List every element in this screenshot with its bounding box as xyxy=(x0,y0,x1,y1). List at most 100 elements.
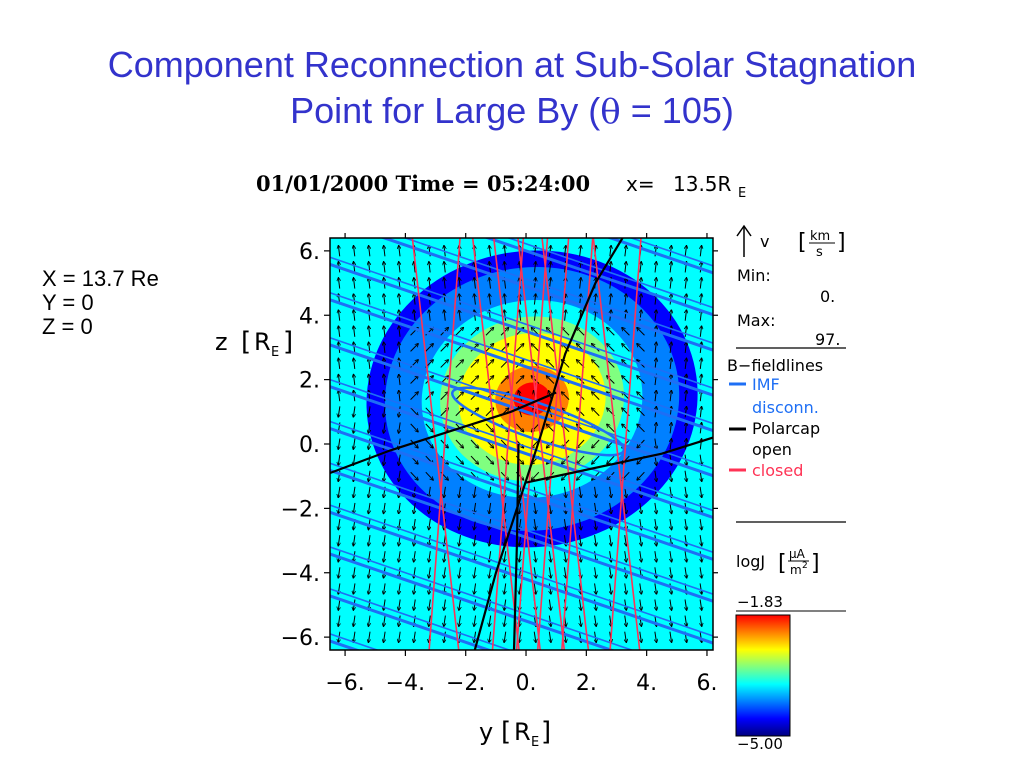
velocity-vector xyxy=(399,294,400,305)
velocity-vector xyxy=(489,278,490,289)
fieldline-legend-title: B−fieldlines xyxy=(727,356,823,375)
velocity-unit-numerator: km xyxy=(810,229,830,244)
velocity-vector xyxy=(368,438,370,450)
velocity-vector xyxy=(700,518,702,530)
velocity-vector xyxy=(425,471,433,480)
velocity-vector xyxy=(455,439,463,448)
velocity-vector xyxy=(685,567,687,578)
velocity-vector xyxy=(519,502,521,514)
velocity-vector xyxy=(670,262,671,273)
velocity-min-value: 0. xyxy=(820,287,835,306)
velocity-vector xyxy=(607,424,615,433)
velocity-vector xyxy=(338,310,339,321)
velocity-vector xyxy=(685,518,687,530)
velocity-unit-bracket-close: ] xyxy=(837,230,846,255)
velocity-vector xyxy=(353,551,355,562)
velocity-vector xyxy=(700,454,702,466)
velocity-vector xyxy=(369,278,370,289)
velocity-vector xyxy=(515,376,524,384)
x-tick-label: 4. xyxy=(636,671,657,696)
velocity-vector xyxy=(592,327,600,336)
velocity-vector xyxy=(655,422,656,434)
closed-fieldline xyxy=(411,238,460,650)
velocity-vector xyxy=(383,599,385,610)
velocity-vector xyxy=(655,278,656,289)
velocity-vector xyxy=(579,502,581,514)
velocity-vector xyxy=(685,310,686,321)
velocity-vector xyxy=(338,438,340,450)
velocity-vector xyxy=(338,599,340,610)
velocity-vector xyxy=(685,326,686,337)
y-axis-bracket-open: [ xyxy=(241,327,251,357)
velocity-legend: v [ km s ] Min: 0. Max: 97. xyxy=(736,224,846,349)
velocity-vector xyxy=(399,374,400,386)
velocity-vector xyxy=(399,422,401,433)
velocity-vector xyxy=(383,422,385,433)
polarcap-legend-sublabel: open xyxy=(752,440,792,459)
velocity-vector xyxy=(579,486,581,498)
velocity-vector xyxy=(531,376,540,384)
velocity-vector xyxy=(595,567,597,578)
velocity-vector xyxy=(410,439,418,448)
velocity-vector xyxy=(580,294,581,305)
velocity-vector xyxy=(519,310,520,321)
velocity-vector xyxy=(474,535,476,546)
velocity-vector xyxy=(670,502,672,514)
velocity-vector xyxy=(670,390,671,402)
velocity-vector xyxy=(640,502,642,514)
polarcap-fieldline xyxy=(330,391,557,475)
velocity-vector xyxy=(504,310,505,321)
velocity-vector xyxy=(685,439,686,450)
imf-fieldline xyxy=(330,504,713,637)
velocity-vector xyxy=(414,599,416,610)
colorbar-unit-denominator-superscript: 2 xyxy=(802,561,808,571)
velocity-vector xyxy=(549,631,551,643)
velocity-vector xyxy=(410,376,419,384)
y-tick-label: 0. xyxy=(299,433,320,458)
x-tick-label: 2. xyxy=(576,671,597,696)
velocity-vector xyxy=(655,342,656,353)
velocity-vector xyxy=(700,245,701,257)
velocity-vector xyxy=(500,455,508,464)
y-axis-unit-subscript: E xyxy=(271,345,279,360)
velocity-vector xyxy=(519,631,521,643)
velocity-vector xyxy=(670,551,672,562)
imf-legend-label: IMF xyxy=(752,375,780,394)
velocity-vector xyxy=(518,390,523,402)
velocity-vector xyxy=(655,486,657,498)
velocity-vector xyxy=(399,262,400,273)
velocity-vector xyxy=(444,615,446,627)
closed-fieldline xyxy=(541,238,590,650)
velocity-vector xyxy=(414,310,415,321)
velocity-vector xyxy=(515,423,523,432)
velocity-vector xyxy=(338,454,340,466)
velocity-vector xyxy=(519,615,521,627)
velocity-vector xyxy=(637,392,645,400)
velocity-vector xyxy=(455,392,464,400)
velocity-vector xyxy=(384,390,385,402)
velocity-vector xyxy=(485,327,494,336)
velocity-vector xyxy=(470,376,479,384)
title-line-2-prefix: Point for Large By ( xyxy=(290,90,601,131)
velocity-vector xyxy=(607,344,615,352)
polarcap-legend-label: Polarcap xyxy=(752,419,820,438)
velocity-vector xyxy=(595,535,597,546)
velocity-vector xyxy=(564,486,566,498)
velocity-vector xyxy=(534,310,535,321)
velocity-vector xyxy=(399,502,401,514)
velocity-vector xyxy=(489,535,491,546)
velocity-vector xyxy=(685,278,686,289)
velocity-vector xyxy=(565,310,566,321)
velocity-vector xyxy=(489,567,491,578)
velocity-vector xyxy=(579,535,581,546)
velocity-vector xyxy=(576,327,585,336)
velocity-vector xyxy=(637,344,645,352)
velocity-vector xyxy=(504,262,505,273)
velocity-vector xyxy=(399,583,401,594)
velocity-vector xyxy=(546,376,555,384)
velocity-vector xyxy=(338,486,340,498)
velocity-vector xyxy=(383,502,385,514)
velocity-vector xyxy=(369,374,370,386)
velocity-vector xyxy=(700,326,701,337)
x-axis-unit-subscript: E xyxy=(531,735,539,750)
